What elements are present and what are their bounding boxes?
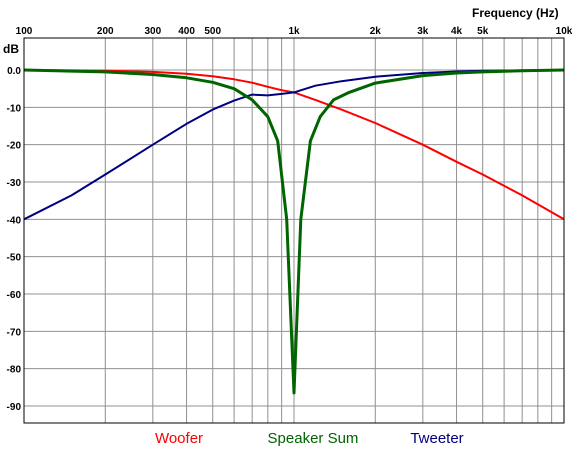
plot-frame — [23, 37, 565, 424]
y-tick-label: -80 — [7, 365, 22, 376]
x-axis-ticks: 100 200 300 400 500 1k 2k 3k 4k 5k 10k — [16, 26, 573, 37]
y-tick-label: -30 — [7, 178, 22, 189]
legend-tweeter: Tweeter — [410, 430, 463, 447]
y-tick-label: -20 — [7, 141, 22, 152]
grid — [24, 38, 564, 423]
y-tick-label: -10 — [7, 103, 22, 114]
x-tick-label: 4k — [451, 26, 463, 37]
series-line-speaker-sum — [23, 68, 565, 395]
x-tick-label: 5k — [477, 26, 489, 37]
x-tick-label: 100 — [16, 26, 33, 37]
y-tick-label: -60 — [7, 290, 22, 301]
y-tick-label: -50 — [7, 253, 22, 264]
legend-speaker-sum: Speaker Sum — [268, 430, 359, 447]
y-tick-label: -70 — [7, 327, 22, 338]
x-tick-label: 1k — [288, 26, 300, 37]
x-tick-label: 500 — [204, 26, 221, 37]
x-tick-label: 400 — [178, 26, 195, 37]
x-tick-label: 300 — [144, 26, 161, 37]
x-tick-label: 200 — [97, 26, 114, 37]
y-tick-label: -40 — [7, 215, 22, 226]
x-tick-label: 10k — [556, 26, 573, 37]
y-tick-label: 0.0 — [7, 66, 21, 77]
legend: Woofer Tweeter Speaker Sum — [155, 430, 464, 447]
legend-woofer: Woofer — [155, 430, 203, 447]
y-tick-label: -90 — [7, 402, 22, 413]
series-line-woofer — [23, 69, 565, 221]
y-axis-title: dB — [3, 42, 19, 56]
y-axis-ticks: 0.0 -10 -20 -30 -40 -50 -60 -70 -80 -90 — [7, 66, 22, 413]
x-tick-label: 2k — [370, 26, 382, 37]
series-lines — [23, 68, 565, 395]
x-axis-title: Frequency (Hz) — [472, 6, 559, 20]
x-tick-label: 3k — [417, 26, 429, 37]
